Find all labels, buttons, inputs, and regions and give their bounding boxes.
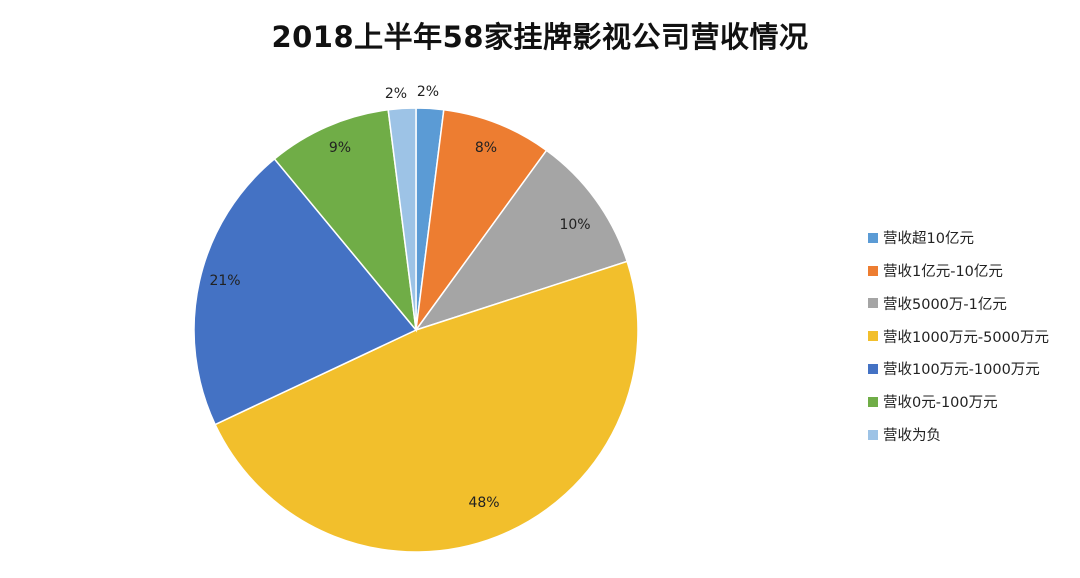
legend-item-3: 营收5000万-1亿元 [868, 292, 1049, 316]
pie-slice-label-4: 48% [468, 495, 499, 511]
pie-slice-4 [214, 260, 639, 553]
pie-slice-5 [193, 157, 418, 426]
pie-slice-label-5: 21% [209, 273, 240, 289]
legend-label: 营收1000万元-5000万元 [883, 329, 1050, 346]
legend-item-7: 营收为负 [868, 423, 1049, 447]
pie-slice-label-2: 8% [475, 140, 497, 156]
pie-slice-6 [273, 108, 418, 333]
legend-label: 营收1亿元-10亿元 [883, 264, 1003, 281]
legend-label: 营收超10亿元 [883, 231, 974, 248]
pie-slice-3 [414, 149, 629, 332]
legend-swatch [868, 429, 878, 440]
legend-swatch [868, 331, 878, 342]
legend: 营收超10亿元营收1亿元-10亿元 营收5000万-1亿元营收1000万元-500… [868, 226, 1049, 456]
legend-swatch [868, 232, 878, 243]
legend-item-6: 营收0元-100万元 [868, 390, 1049, 414]
pie-slice-7 [387, 107, 417, 331]
pie-slice-label-3: 10% [559, 217, 590, 233]
pie-data-labels: 2% 8% 10% 48% 21% 9% 2% [209, 84, 590, 511]
pie-slice-label-1: 2% [417, 84, 439, 100]
pie-slices [193, 107, 639, 553]
legend-item-5: 营收100万元-1000万元 [868, 357, 1049, 381]
legend-item-4: 营收1000万元-5000万元 [868, 324, 1049, 348]
legend-swatch [868, 396, 878, 407]
legend-label: 营收100万元-1000万元 [883, 362, 1040, 379]
legend-item-2: 营收1亿元-10亿元 [868, 259, 1049, 283]
pie-slice-2 [415, 108, 548, 331]
chart-title: 2018上半年58家挂牌影视公司营收情况 [271, 20, 809, 54]
legend-swatch [868, 363, 878, 374]
pie-slice-label-6: 9% [329, 140, 351, 156]
legend-item-1: 营收超10亿元 [868, 226, 1049, 250]
legend-swatch [868, 265, 878, 276]
legend-label: 营收5000万-1亿元 [883, 296, 1007, 313]
legend-swatch [868, 298, 878, 309]
legend-label: 营收为负 [883, 428, 941, 445]
pie-slice-label-7: 2% [385, 86, 407, 102]
legend-label: 营收0元-100万元 [883, 395, 998, 412]
